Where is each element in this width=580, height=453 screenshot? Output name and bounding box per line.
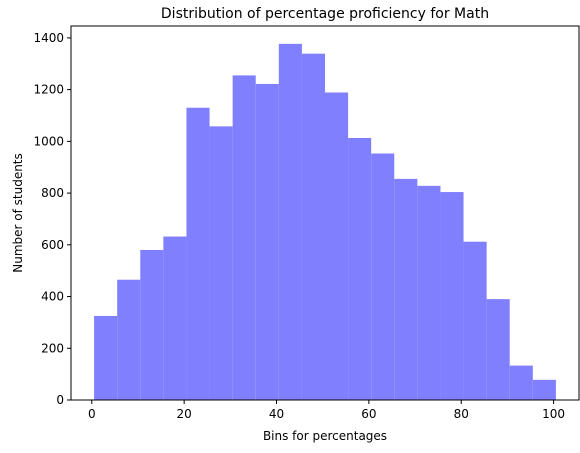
y-tick-label: 0 bbox=[56, 393, 64, 407]
plot-frame bbox=[70, 25, 580, 401]
y-tick-label: 600 bbox=[41, 238, 64, 252]
histogram-bar bbox=[417, 185, 441, 400]
x-tick-label: 20 bbox=[177, 407, 192, 421]
y-tick-label: 1000 bbox=[33, 134, 64, 148]
x-tick-label: 40 bbox=[269, 407, 284, 421]
y-tick-label: 400 bbox=[41, 290, 64, 304]
histogram-bar bbox=[94, 315, 118, 400]
histogram-bar bbox=[325, 92, 349, 400]
histogram-bar bbox=[186, 107, 210, 400]
histogram-bar bbox=[486, 299, 510, 400]
histogram-bar bbox=[394, 178, 418, 400]
x-tick-label: 60 bbox=[361, 407, 376, 421]
histogram-bar bbox=[509, 365, 533, 400]
histogram-bar bbox=[255, 83, 279, 400]
histogram-bar bbox=[532, 379, 556, 400]
y-tick-label: 1400 bbox=[33, 31, 64, 45]
histogram-bar bbox=[140, 249, 164, 400]
x-tick-label: 80 bbox=[454, 407, 469, 421]
histogram-bar bbox=[301, 53, 325, 401]
histogram-bar bbox=[440, 192, 464, 400]
chart-title: Distribution of percentage proficiency f… bbox=[161, 6, 489, 22]
histogram-bar bbox=[348, 137, 372, 401]
y-axis-ticks: 0 200 400 600 800 1000 1200 1400 bbox=[33, 31, 71, 407]
x-tick-label: 100 bbox=[542, 407, 565, 421]
histogram-bar bbox=[278, 43, 302, 400]
histogram-bar bbox=[117, 279, 141, 400]
bars-group bbox=[94, 43, 556, 401]
histogram-bar bbox=[463, 241, 487, 400]
x-axis-label: Bins for percentages bbox=[263, 429, 387, 443]
x-axis-ticks: 0 20 40 60 80 100 bbox=[88, 400, 565, 421]
x-tick-label: 0 bbox=[88, 407, 96, 421]
y-tick-label: 800 bbox=[41, 186, 64, 200]
histogram-bar bbox=[371, 153, 395, 400]
y-axis-label: Number of students bbox=[11, 153, 25, 273]
y-tick-label: 200 bbox=[41, 341, 64, 355]
y-tick-label: 1200 bbox=[33, 83, 64, 97]
histogram-bar bbox=[163, 236, 187, 400]
histogram-bar bbox=[209, 126, 233, 400]
histogram-bar bbox=[232, 75, 256, 401]
